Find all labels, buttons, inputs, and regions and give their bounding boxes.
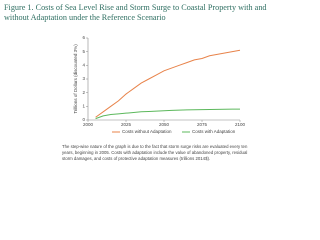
y-tick-label: 6: [82, 35, 85, 40]
series-line: [95, 49, 241, 118]
x-tick-label: 2025: [121, 122, 132, 127]
y-tick-label: 2: [82, 90, 85, 95]
page: {"chart_data": {"type": "line", "title":…: [4, 3, 267, 161]
series-line: [95, 108, 240, 120]
legend-label: Costs without Adaptation: [122, 129, 172, 134]
x-tick-label: 2100: [235, 122, 246, 127]
legend-label: Costs with Adaptation: [192, 129, 236, 134]
x-tick-label: 2050: [159, 122, 170, 127]
y-axis-label: Trillions of Dollars (discounted 3%): [73, 44, 78, 114]
chart-title: Figure 1. Costs of Sea Level Rise and St…: [4, 3, 267, 22]
x-tick-label: 2075: [197, 122, 208, 127]
caption: The step-wise nature of the graph is due…: [62, 144, 248, 161]
y-tick-label: 5: [82, 49, 85, 54]
y-tick-label: 0: [82, 117, 85, 122]
y-tick-label: 1: [82, 104, 85, 109]
y-tick-label: 4: [82, 63, 85, 68]
chart: Trillions of Dollars (discounted 3%) 0 1 2…: [73, 35, 246, 134]
y-tick-label: 3: [82, 76, 85, 81]
x-tick-label: 2000: [83, 122, 94, 127]
